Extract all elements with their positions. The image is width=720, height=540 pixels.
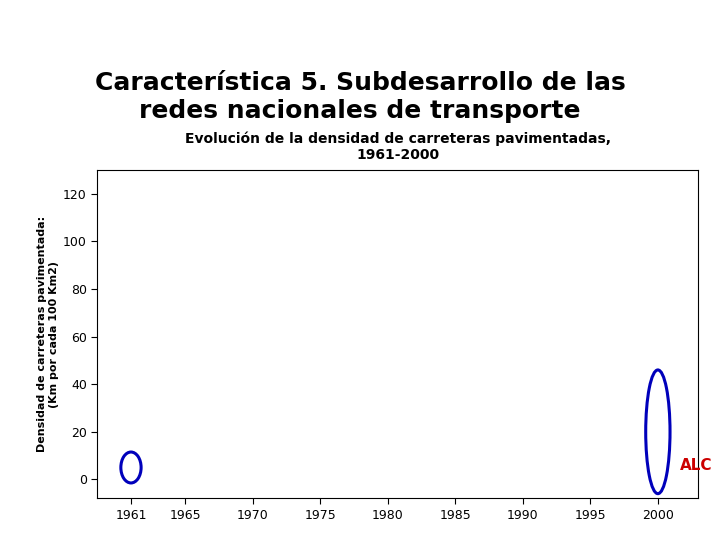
Text: ALC: ALC <box>680 457 712 472</box>
Title: Evolución de la densidad de carreteras pavimentadas,
1961-2000: Evolución de la densidad de carreteras p… <box>185 131 611 162</box>
Text: Característica 5. Subdesarrollo de las
redes nacionales de transporte: Característica 5. Subdesarrollo de las r… <box>94 71 626 123</box>
Y-axis label: Densidad de carreteras pavimentada:
(Km por cada 100 Km2): Densidad de carreteras pavimentada: (Km … <box>37 216 59 453</box>
